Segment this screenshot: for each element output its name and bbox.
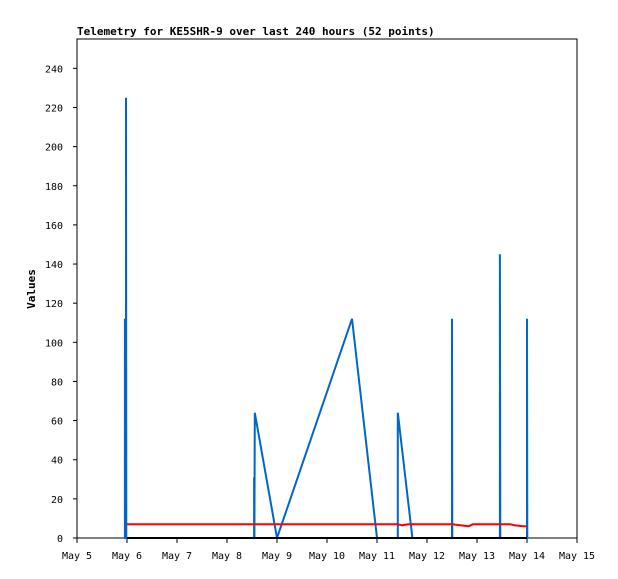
x-tick-label: May 13 [459,551,495,562]
data-series [123,97,529,539]
x-tick-label: May 6 [112,551,142,562]
y-tick-label: 0 [57,534,63,545]
x-tick-label: May 8 [212,551,242,562]
x-tick-label: May 10 [309,551,345,562]
y-tick-label: 200 [45,143,63,154]
x-tick-label: May 7 [162,551,192,562]
y-tick-label: 40 [51,456,63,467]
y-axis-label: Values [25,269,38,309]
x-tick-label: May 14 [509,551,545,562]
x-tick-label: May 5 [62,551,92,562]
series-line-2 [127,523,527,528]
y-tick-label: 60 [51,417,63,428]
plot-area-frame [76,38,578,539]
y-tick-label: 80 [51,377,63,388]
x-tick-label: May 15 [559,551,595,562]
y-axis-ticks: 0 20 40 60 80 100 120 140 160 180 200 220 240 [45,64,77,545]
x-tick-label: May 11 [359,551,395,562]
y-tick-label: 100 [45,338,63,349]
series-line-1 [123,97,529,539]
chart-title: Telemetry for KE5SHR-9 over last 240 hou… [77,25,435,38]
y-tick-label: 160 [45,221,63,232]
y-tick-label: 120 [45,299,63,310]
x-tick-label: May 9 [262,551,292,562]
y-tick-label: 220 [45,103,63,114]
y-tick-label: 20 [51,495,63,506]
x-axis-ticks: May 5 May 6 May 7 May 8 May 9 May 10 May 11 May… [62,538,595,562]
y-tick-label: 140 [45,260,63,271]
y-tick-label: 240 [45,64,63,75]
y-tick-label: 180 [45,182,63,193]
x-tick-label: May 12 [409,551,445,562]
